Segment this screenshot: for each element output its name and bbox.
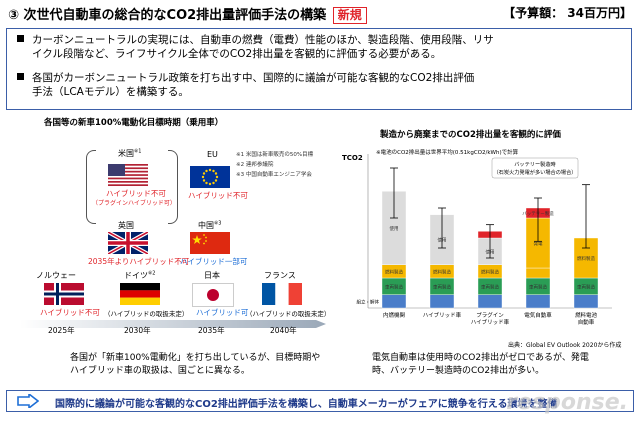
chart-annotation: ※電池のCO2排出量は世界平均(0.51kgCO2/kWh)で計算 bbox=[376, 148, 519, 156]
country-eu-name: EU bbox=[207, 150, 218, 159]
bullet-1-line-1: カーボンニュートラルの実現には、自動車の燃費（電費）性能のほか、製造段階、使用段… bbox=[32, 34, 494, 46]
category-label: ハイブリッド車 bbox=[471, 318, 510, 326]
right-caption: 電気自動車は使用時のCO2排出がゼロであるが、発電 時、バッテリー製造時のCO2… bbox=[372, 352, 589, 378]
page-title: ③ 次世代自動車の総合的なCO2排出量評価手法の構築 新規 bbox=[8, 4, 367, 24]
segment-label: 燃料製造 bbox=[385, 268, 403, 275]
eu-status: ハイブリッド不可 bbox=[188, 191, 248, 200]
country-fr-name: フランス bbox=[264, 271, 296, 280]
bullet-1-line-2: イクル段階など、ライフサイクル全体でのCO2排出量を客観的に評価する必要がある。 bbox=[32, 47, 442, 60]
country-cn-name: 中国※3 bbox=[198, 220, 222, 230]
country-jp-name: 日本 bbox=[204, 271, 220, 280]
segment-label: 車両製造 bbox=[577, 283, 595, 290]
right-panel-title: 製造から廃棄までのCO2排出量を客観的に評価 bbox=[380, 130, 561, 140]
category-label: プラグイン bbox=[476, 311, 504, 319]
left-bracket bbox=[86, 150, 96, 224]
bullet-2-line-1: 各国がカーボンニュートラル政策を打ち出す中、国際的に議論が可能な客観的なCO2排… bbox=[32, 72, 475, 84]
category-label: ハイブリッド車 bbox=[423, 311, 462, 319]
bar-segment bbox=[525, 267, 551, 279]
budget-label: 【予算額： 34百万円】 bbox=[503, 6, 632, 20]
category-label: 自動車 bbox=[578, 318, 595, 326]
bar-segment bbox=[477, 294, 503, 309]
right-bracket bbox=[168, 150, 178, 224]
left-panel-title: 各国等の新車100%電動化目標時期（乗用車） bbox=[44, 118, 224, 128]
year-2040: 2040年 bbox=[270, 326, 297, 335]
japan-flag-icon bbox=[192, 283, 234, 307]
us-flag-icon bbox=[108, 164, 148, 186]
year-2035: 2035年 bbox=[198, 326, 225, 335]
category-label: 内燃機関 bbox=[383, 311, 406, 319]
china-flag-icon bbox=[190, 232, 230, 254]
bullet-square-icon bbox=[17, 73, 24, 80]
watermark-logo: response. bbox=[506, 390, 628, 415]
norway-flag-icon bbox=[44, 283, 84, 305]
uk-flag-icon bbox=[108, 232, 148, 254]
cn-status: ハイブリッド一部可 bbox=[180, 257, 248, 266]
left-caption: 各国が「新車100%電動化」を打ち出しているが、目標時期や ハイブリッド車の取扱… bbox=[70, 352, 320, 378]
segment-label: 燃料製造 bbox=[481, 268, 499, 275]
right-caption-line-1: 電気自動車は使用時のCO2排出がゼロであるが、発電 bbox=[372, 353, 589, 363]
bar-segment bbox=[525, 294, 551, 309]
jp-status: ハイブリッド可 bbox=[196, 308, 249, 317]
callout-text: （石炭火力発電が多い場合の場合） bbox=[493, 168, 576, 176]
segment-label: 車両製造 bbox=[481, 283, 499, 290]
bar-segment bbox=[573, 294, 599, 309]
title-text: ③ 次世代自動車の総合的なCO2排出量評価手法の構築 bbox=[8, 8, 327, 23]
timeline-arrow bbox=[20, 320, 326, 328]
intro-box: カーボンニュートラルの実現には、自動車の燃費（電費）性能のほか、製造段階、使用段… bbox=[6, 28, 632, 110]
france-flag-icon bbox=[262, 283, 302, 305]
germany-flag-icon bbox=[120, 283, 160, 305]
year-2030: 2030年 bbox=[124, 326, 151, 335]
us-sub-status: （プラグインハイブリッド可） bbox=[92, 200, 176, 207]
callout-box bbox=[491, 157, 579, 179]
y-axis-label: TCO2 bbox=[342, 154, 363, 162]
bar-segment bbox=[381, 294, 407, 309]
category-label: 電気自動車 bbox=[524, 311, 552, 319]
note-3: ※3 中国自動車エンジニア学会 bbox=[236, 172, 312, 178]
country-no-name: ノルウェー bbox=[36, 271, 76, 280]
no-status: ハイブリッド不可 bbox=[40, 308, 100, 317]
intro-bullet-2: 各国がカーボンニュートラル政策を打ち出す中、国際的に議論が可能な客観的なCO2排… bbox=[17, 72, 621, 99]
co2-lifecycle-chart: TCO2 ※電池のCO2排出量は世界平均(0.51kgCO2/kWh)で計算内燃機… bbox=[342, 148, 612, 326]
country-us-name: 米国※1 bbox=[118, 148, 142, 158]
year-2025: 2025年 bbox=[48, 326, 75, 335]
right-caption-line-2: 時、バッテリー製造時のCO2排出が多い。 bbox=[372, 366, 545, 376]
segment-label: 発電 bbox=[534, 240, 543, 247]
segment-label: 車両製造 bbox=[529, 283, 547, 290]
chart-source: 出典：Global EV Outlook 2020から作成 bbox=[508, 342, 622, 349]
note-1: ※1 米国は新車販売の50%目標 bbox=[236, 152, 314, 158]
new-badge: 新規 bbox=[332, 7, 367, 24]
segment-label: 燃料製造 bbox=[577, 255, 595, 262]
conclusion-box: 国際的に議論が可能な客観的なCO2排出評価手法を構築し、自動車メーカーがフェアに… bbox=[6, 390, 634, 412]
left-caption-line-2: ハイブリッド車の取扱は、国ごとに異なる。 bbox=[70, 366, 250, 376]
uk-status: 2035年よりハイブリッド不可 bbox=[88, 257, 190, 266]
segment-label: 組立・解体 bbox=[357, 298, 380, 305]
note-2: ※2 連邦参議院 bbox=[236, 162, 274, 168]
segment-label: 使用 bbox=[486, 248, 495, 255]
segment-label: バッテリー製造 bbox=[522, 210, 554, 217]
segment-label: 燃料製造 bbox=[433, 268, 451, 275]
bullet-2-line-2: 手法（LCAモデル）を構築する。 bbox=[32, 85, 189, 98]
conclusion-text: 国際的に議論が可能な客観的なCO2排出評価手法を構築し、自動車メーカーがフェアに… bbox=[55, 399, 558, 410]
country-uk-name: 英国 bbox=[118, 221, 134, 230]
segment-label: 車両製造 bbox=[433, 283, 451, 290]
de-status: （ハイブリッドの取扱未定） bbox=[104, 310, 189, 318]
category-label: 燃料電池 bbox=[575, 311, 598, 319]
us-status: ハイブリッド不可 bbox=[106, 189, 166, 198]
segment-label: 車両製造 bbox=[385, 283, 403, 290]
bar-segment bbox=[381, 191, 407, 265]
intro-bullet-1: カーボンニュートラルの実現には、自動車の燃費（電費）性能のほか、製造段階、使用段… bbox=[17, 34, 621, 61]
callout-text: バッテリー製造時 bbox=[514, 160, 556, 168]
right-arrow-icon bbox=[17, 394, 39, 408]
bar-segment bbox=[429, 294, 455, 309]
bullet-square-icon bbox=[17, 35, 24, 42]
segment-label: 使用 bbox=[438, 237, 447, 244]
segment-label: 使用 bbox=[390, 225, 399, 232]
country-de-name: ドイツ※2 bbox=[124, 270, 156, 280]
fr-status: （ハイブリッドの取扱未定） bbox=[246, 310, 331, 318]
left-caption-line-1: 各国が「新車100%電動化」を打ち出しているが、目標時期や bbox=[70, 353, 321, 363]
eu-flag-icon bbox=[190, 166, 230, 188]
